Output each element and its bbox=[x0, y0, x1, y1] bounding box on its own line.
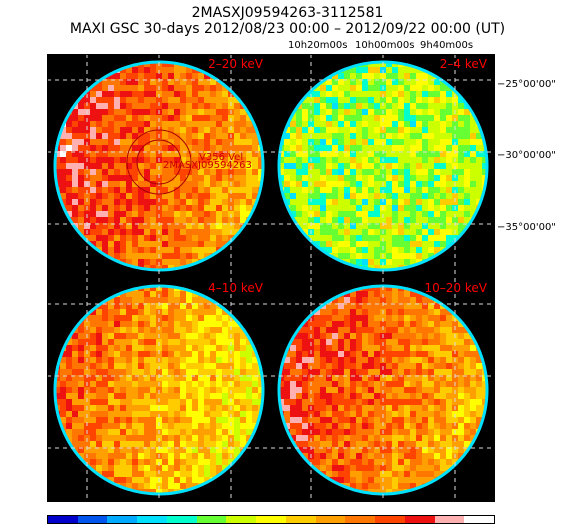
colorbar-swatch bbox=[107, 516, 138, 523]
ra-label-1: 10h20m00s bbox=[288, 40, 348, 51]
observation-title: MAXI GSC 30-days 2012/08/23 00:00 – 2012… bbox=[69, 21, 506, 37]
colorbar-swatch bbox=[434, 516, 465, 523]
colorbar-swatch bbox=[464, 516, 495, 523]
energy-band-label: 10–20 keV bbox=[425, 281, 488, 295]
colorbar-swatch bbox=[375, 516, 405, 523]
colorbar-swatch bbox=[256, 516, 286, 523]
colorbar-swatch bbox=[345, 516, 376, 523]
colorbar-swatch bbox=[226, 516, 257, 523]
secondary-source-label: V356 Vel bbox=[199, 152, 243, 163]
source-region-circle bbox=[126, 129, 192, 195]
colorbar-swatch bbox=[48, 516, 78, 523]
source-title: 2MASXJ09594263-3112581 bbox=[191, 5, 384, 21]
colorbar-swatch bbox=[404, 516, 435, 523]
map-frame bbox=[47, 54, 495, 502]
colorbar-swatch bbox=[285, 516, 316, 523]
dec-label-1: −25°00'00" bbox=[497, 79, 556, 90]
source-region-circle bbox=[136, 139, 182, 185]
sky-map-2 bbox=[278, 61, 488, 271]
colorbar-swatch bbox=[137, 516, 167, 523]
colorbar-swatch bbox=[315, 516, 346, 523]
energy-band-label: 2–20 keV bbox=[208, 57, 264, 71]
ra-label-3: 9h40m00s bbox=[420, 40, 474, 51]
colorbar-swatch bbox=[77, 516, 108, 523]
colorbar-swatch bbox=[166, 516, 197, 523]
source-marker-label: 2MASXJ09594263 bbox=[163, 160, 252, 171]
energy-band-label: 2–4 keV bbox=[440, 57, 488, 71]
ra-label-2: 10h00m00s bbox=[355, 40, 415, 51]
colorbar bbox=[47, 515, 495, 524]
dec-label-2: −30°00'00" bbox=[497, 150, 556, 161]
colorbar-swatch bbox=[196, 516, 227, 523]
dec-label-3: −35°00'00" bbox=[497, 222, 556, 233]
energy-band-label: 4–10 keV bbox=[208, 281, 264, 295]
